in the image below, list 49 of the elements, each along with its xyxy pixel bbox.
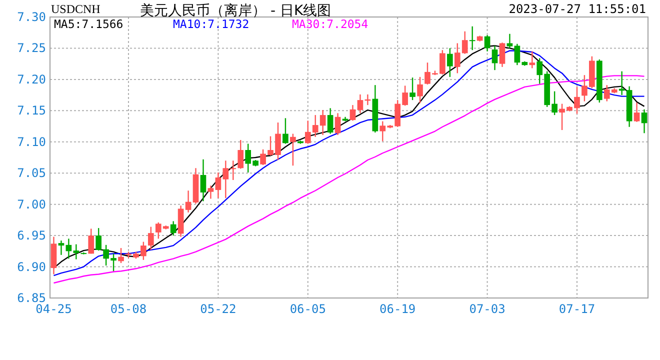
text: 2023-07-27 11:55:01 xyxy=(508,2,646,16)
candlestick xyxy=(506,33,513,49)
candlestick xyxy=(238,139,244,170)
text: MA5:7.1566 xyxy=(54,17,124,31)
candlestick xyxy=(529,50,536,69)
candlestick xyxy=(492,45,498,71)
text: MA10:7.1732 xyxy=(173,17,250,31)
candlestick xyxy=(148,226,154,251)
candlestick xyxy=(290,133,296,166)
y-tick-label: 7.05 xyxy=(17,166,46,180)
chart-title: 美元人民币（离岸） - 日K线图 xyxy=(140,3,332,19)
candlestick xyxy=(357,94,364,114)
candlestick xyxy=(88,228,94,254)
y-tick-label: 6.95 xyxy=(17,228,46,243)
x-tick-label: 06-05 xyxy=(290,302,326,316)
candlestick xyxy=(469,26,476,51)
chart-subtitle: USDCNH xyxy=(51,2,101,16)
y-tick-label: 7.00 xyxy=(17,197,46,212)
candlestick xyxy=(334,112,341,136)
x-tick-label: 04-25 xyxy=(36,302,72,316)
candlestick xyxy=(417,76,423,104)
x-tick-label: 07-03 xyxy=(469,302,506,316)
candlestick xyxy=(327,108,334,134)
x-tick-label: 05-22 xyxy=(200,302,236,316)
text: MA30:7.2054 xyxy=(292,17,368,31)
y-tick-label: 6.90 xyxy=(17,260,46,274)
candlestick xyxy=(484,34,490,52)
candlestick xyxy=(58,240,64,256)
candlestick xyxy=(200,158,206,202)
candlestick xyxy=(208,185,214,200)
y-tick-label: 7.15 xyxy=(17,104,46,118)
candlestick xyxy=(185,190,192,214)
x-tick-label: 06-19 xyxy=(380,302,416,316)
candlestick xyxy=(641,108,648,134)
candlestick xyxy=(446,48,453,78)
candlestick xyxy=(170,220,176,236)
y-tick-label: 7.20 xyxy=(17,72,46,86)
x-tick-label: 05-08 xyxy=(110,302,147,316)
y-tick-label: 7.25 xyxy=(17,41,46,56)
x-tick-label: 07-17 xyxy=(558,302,596,316)
candlestick xyxy=(350,104,356,122)
candlestick xyxy=(410,76,416,101)
candlestick xyxy=(282,118,288,144)
candlestick xyxy=(118,247,124,264)
y-tick-label: 6.85 xyxy=(17,291,46,305)
candlestick xyxy=(499,42,506,68)
y-tick-label: 7.10 xyxy=(17,134,46,149)
y-tick-label: 7.30 xyxy=(17,10,46,24)
candlestick xyxy=(634,102,640,123)
